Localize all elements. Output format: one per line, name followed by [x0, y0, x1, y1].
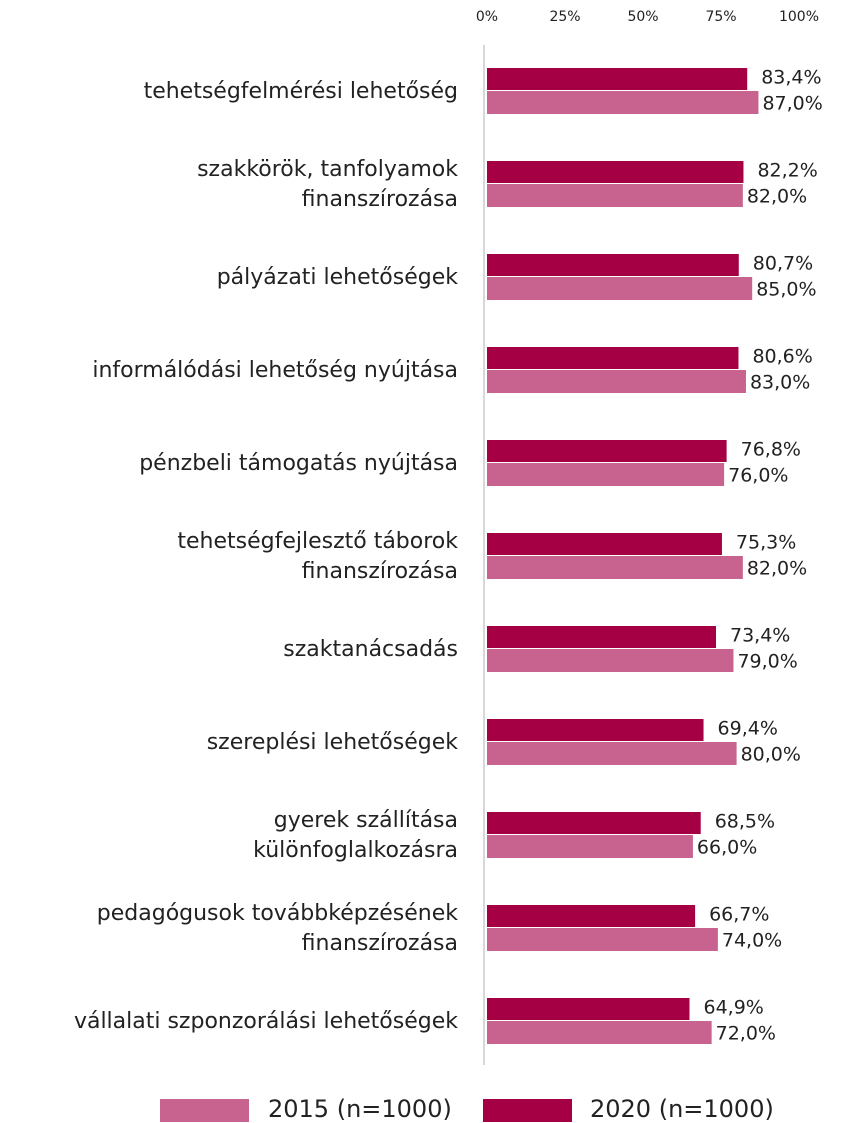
legend-label: 2015 (n=1000)	[268, 1095, 452, 1123]
bar	[487, 905, 696, 927]
value-label: 82,0%	[747, 186, 807, 208]
value-label: 72,0%	[716, 1023, 776, 1045]
bar	[487, 254, 739, 276]
value-label: 80,0%	[741, 744, 801, 766]
value-label: 69,4%	[718, 718, 778, 740]
category-label: gyerek szállítása	[274, 808, 458, 833]
bar	[487, 347, 739, 369]
value-label: 85,0%	[756, 279, 816, 301]
value-label: 66,7%	[709, 904, 769, 926]
value-label: 64,9%	[703, 997, 763, 1019]
value-label: 76,8%	[741, 439, 801, 461]
bar	[487, 440, 727, 462]
legend-swatch	[160, 1099, 249, 1122]
category-label: pedagógusok továbbképzésének	[97, 901, 458, 926]
bar	[487, 91, 759, 114]
value-label: 82,0%	[747, 558, 807, 580]
bar	[487, 928, 718, 951]
value-label: 87,0%	[762, 93, 822, 115]
value-label: 80,7%	[753, 253, 813, 275]
bar	[487, 812, 701, 834]
category-label: szakkörök, tanfolyamok	[197, 157, 458, 182]
category-label: pénzbeli támogatás nyújtása	[139, 451, 458, 476]
value-label: 74,0%	[722, 930, 782, 952]
category-label: különfoglalkozásra	[253, 838, 458, 863]
category-label: vállalati szponzorálási lehetőségek	[74, 1009, 458, 1034]
bar	[487, 370, 746, 393]
x-tick-label: 0%	[476, 9, 498, 25]
bar	[487, 556, 743, 579]
bar	[487, 649, 734, 672]
bar	[487, 533, 722, 555]
bar	[487, 277, 753, 300]
value-label: 83,0%	[750, 372, 810, 394]
x-tick-label: 50%	[627, 9, 658, 25]
category-label: szereplési lehetőségek	[207, 730, 459, 755]
bar	[487, 719, 704, 741]
bar	[487, 161, 744, 183]
bar	[487, 1021, 712, 1044]
bar	[487, 998, 690, 1020]
category-label: szaktanácsadás	[283, 637, 458, 662]
legend-label: 2020 (n=1000)	[590, 1095, 774, 1123]
x-tick-label: 25%	[549, 9, 580, 25]
value-label: 80,6%	[752, 346, 812, 368]
bar	[487, 835, 693, 858]
category-label: tehetségfejlesztő táborok	[177, 529, 458, 554]
x-tick-label: 75%	[705, 9, 736, 25]
category-label: finanszírozása	[302, 559, 458, 584]
bar	[487, 626, 717, 648]
category-label: finanszírozása	[302, 187, 458, 212]
value-label: 68,5%	[715, 811, 775, 833]
bar	[487, 463, 725, 486]
value-label: 66,0%	[697, 837, 757, 859]
value-label: 79,0%	[737, 651, 797, 673]
category-label: finanszírozása	[302, 931, 458, 956]
bar	[487, 184, 743, 207]
value-label: 82,2%	[757, 160, 817, 182]
category-label: tehetségfelmérési lehetőség	[144, 79, 458, 104]
category-label: pályázati lehetőségek	[217, 265, 459, 290]
category-label: informálódási lehetőség nyújtása	[92, 358, 458, 383]
value-label: 73,4%	[730, 625, 790, 647]
legend-swatch	[483, 1099, 572, 1122]
value-label: 76,0%	[728, 465, 788, 487]
x-tick-label: 100%	[779, 9, 819, 25]
bar	[487, 68, 748, 90]
value-label: 75,3%	[736, 532, 796, 554]
value-label: 83,4%	[761, 67, 821, 89]
bar	[487, 742, 737, 765]
